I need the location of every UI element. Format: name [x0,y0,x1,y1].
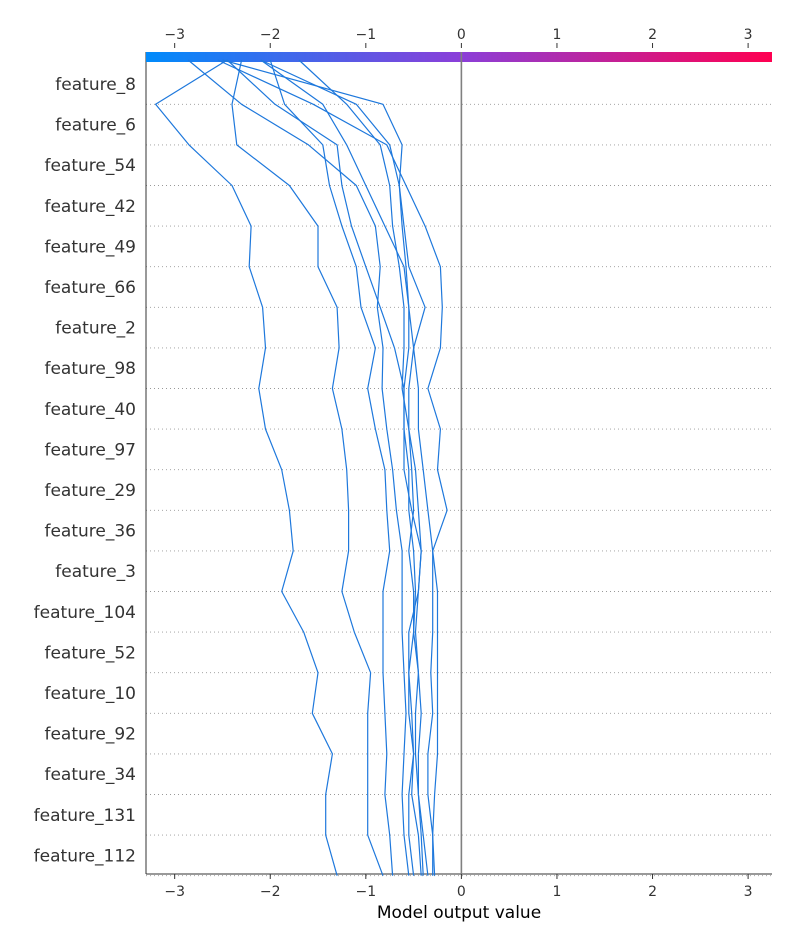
series-line-7 [226,59,429,876]
feature-label: feature_112 [34,846,136,866]
feature-label: feature_98 [44,359,136,379]
series-line-3 [231,59,384,876]
feature-label: feature_54 [44,156,136,176]
axes [145,43,772,879]
x-tick-label-bottom: −3 [164,884,185,900]
x-tick-label-top: −1 [355,27,376,43]
feature-label: feature_131 [34,806,136,826]
x-tick-label-top: −2 [260,27,281,43]
x-tick-label-bottom: 3 [744,884,753,900]
series-line-10 [217,59,448,876]
feature-label: feature_49 [44,237,136,257]
feature-label: feature_8 [55,75,136,95]
x-axis-title: Model output value [377,903,541,923]
series-line-9 [222,59,424,876]
x-tick-label-bottom: −1 [355,884,376,900]
feature-label: feature_104 [34,603,136,623]
series-lines [155,59,448,876]
feature-label: feature_52 [44,643,136,663]
feature-label: feature_92 [44,725,136,745]
feature-label: feature_36 [44,522,136,542]
feature-label: feature_29 [44,481,136,501]
colorbar [146,52,772,62]
series-line-8 [260,59,426,876]
x-tick-label-bottom: 0 [457,884,466,900]
x-tick-label-top: 1 [553,27,562,43]
feature-label: feature_97 [44,440,136,460]
feature-label: feature_6 [55,116,136,136]
x-tick-label-bottom: −2 [260,884,281,900]
feature-label: feature_66 [44,278,136,298]
grid-lines [146,103,772,877]
series-line-4 [269,59,394,876]
x-tick-label-top: 2 [648,27,657,43]
feature-labels: feature_8 feature_6 feature_54 feature_42fe… [34,75,136,866]
series-line-2 [155,59,338,876]
feature-label: feature_3 [55,562,136,582]
x-tick-label-bottom: 2 [648,884,657,900]
series-line-1 [187,59,410,876]
tick-labels: −3 −3 −2 −2 −1 −1 0 0 1 1 2 2 3 3 [164,27,752,900]
feature-label: feature_10 [44,684,136,704]
series-line-6 [260,59,436,876]
feature-label: feature_34 [44,765,136,785]
series-line-5 [298,59,415,876]
x-tick-label-bottom: 1 [553,884,562,900]
x-tick-label-top: 3 [744,27,753,43]
feature-label: feature_40 [44,400,136,420]
x-tick-label-top: 0 [457,27,466,43]
feature-label: feature_42 [44,197,136,217]
feature-label: feature_2 [55,319,136,339]
x-tick-label-top: −3 [164,27,185,43]
